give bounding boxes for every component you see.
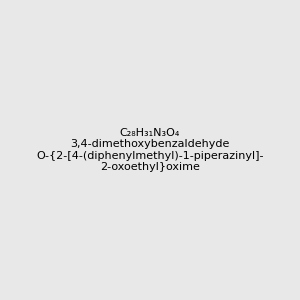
Text: C₂₈H₃₁N₃O₄
3,4-dimethoxybenzaldehyde
O-{2-[4-(diphenylmethyl)-1-piperazinyl]-
2-: C₂₈H₃₁N₃O₄ 3,4-dimethoxybenzaldehyde O-{… — [36, 128, 264, 172]
